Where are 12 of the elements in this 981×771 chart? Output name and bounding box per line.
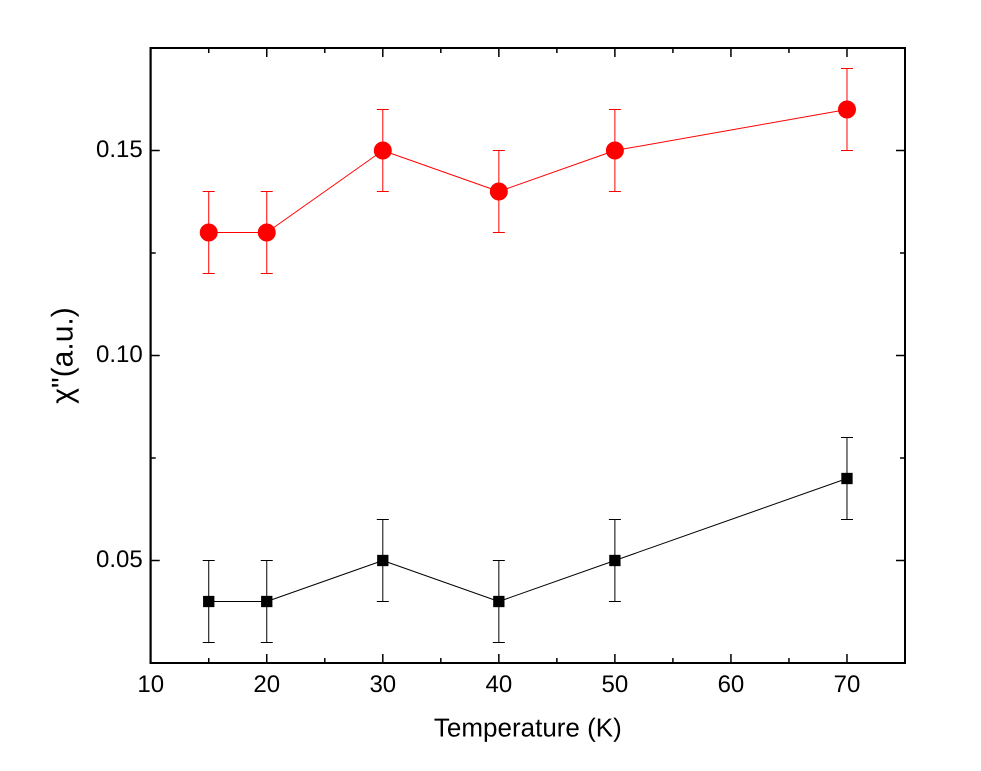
y-tick-label: 0.10 — [96, 341, 143, 368]
x-tick-label: 20 — [253, 671, 280, 698]
y-axis-title: χ"(a.u.) — [46, 307, 80, 404]
x-tick-label: 70 — [834, 671, 860, 698]
x-tick-label: 40 — [485, 671, 512, 698]
x-tick-label: 10 — [137, 671, 164, 698]
y-tick-label: 0.05 — [96, 546, 143, 574]
x-axis-title: Temperature (K) — [434, 712, 622, 743]
x-tick-label: 50 — [602, 671, 628, 698]
x-tick-label: 30 — [369, 671, 396, 698]
y-tick-label: 0.15 — [96, 136, 143, 164]
x-tick-label: 60 — [718, 671, 744, 698]
